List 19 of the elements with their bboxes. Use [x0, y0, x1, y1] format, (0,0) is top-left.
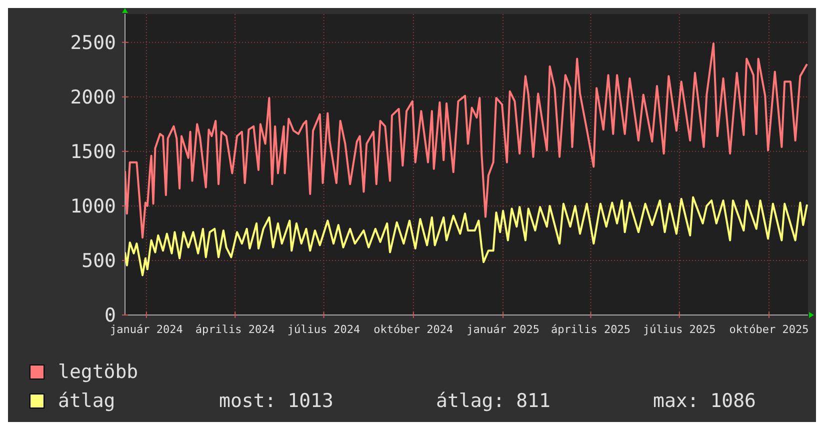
- x-tick-label: július 2025: [642, 323, 716, 336]
- line-series: [125, 196, 808, 276]
- x-tick-label: október 2025: [729, 323, 809, 336]
- text: most: 1013: [219, 390, 334, 412]
- x-tick-label: január 2025: [466, 323, 540, 336]
- x-tick-label: április 2024: [195, 323, 276, 336]
- x-tick-label: október 2024: [374, 323, 454, 336]
- y-tick-label: 2500: [70, 32, 116, 54]
- legend-label: átlag: [58, 390, 116, 412]
- text: átlag: 811: [436, 390, 550, 412]
- y-tick-label: 1500: [70, 141, 116, 164]
- y-tick-label: 2000: [70, 86, 116, 109]
- line-series: [125, 42, 808, 239]
- text: max: 1086: [653, 390, 756, 412]
- x-tick-label: április 2025: [550, 323, 630, 336]
- y-tick-label: 1000: [70, 196, 116, 218]
- x-tick-label: július 2024: [287, 323, 361, 336]
- legend-label: legtöbb: [58, 361, 138, 383]
- y-tick-label: 500: [82, 250, 116, 272]
